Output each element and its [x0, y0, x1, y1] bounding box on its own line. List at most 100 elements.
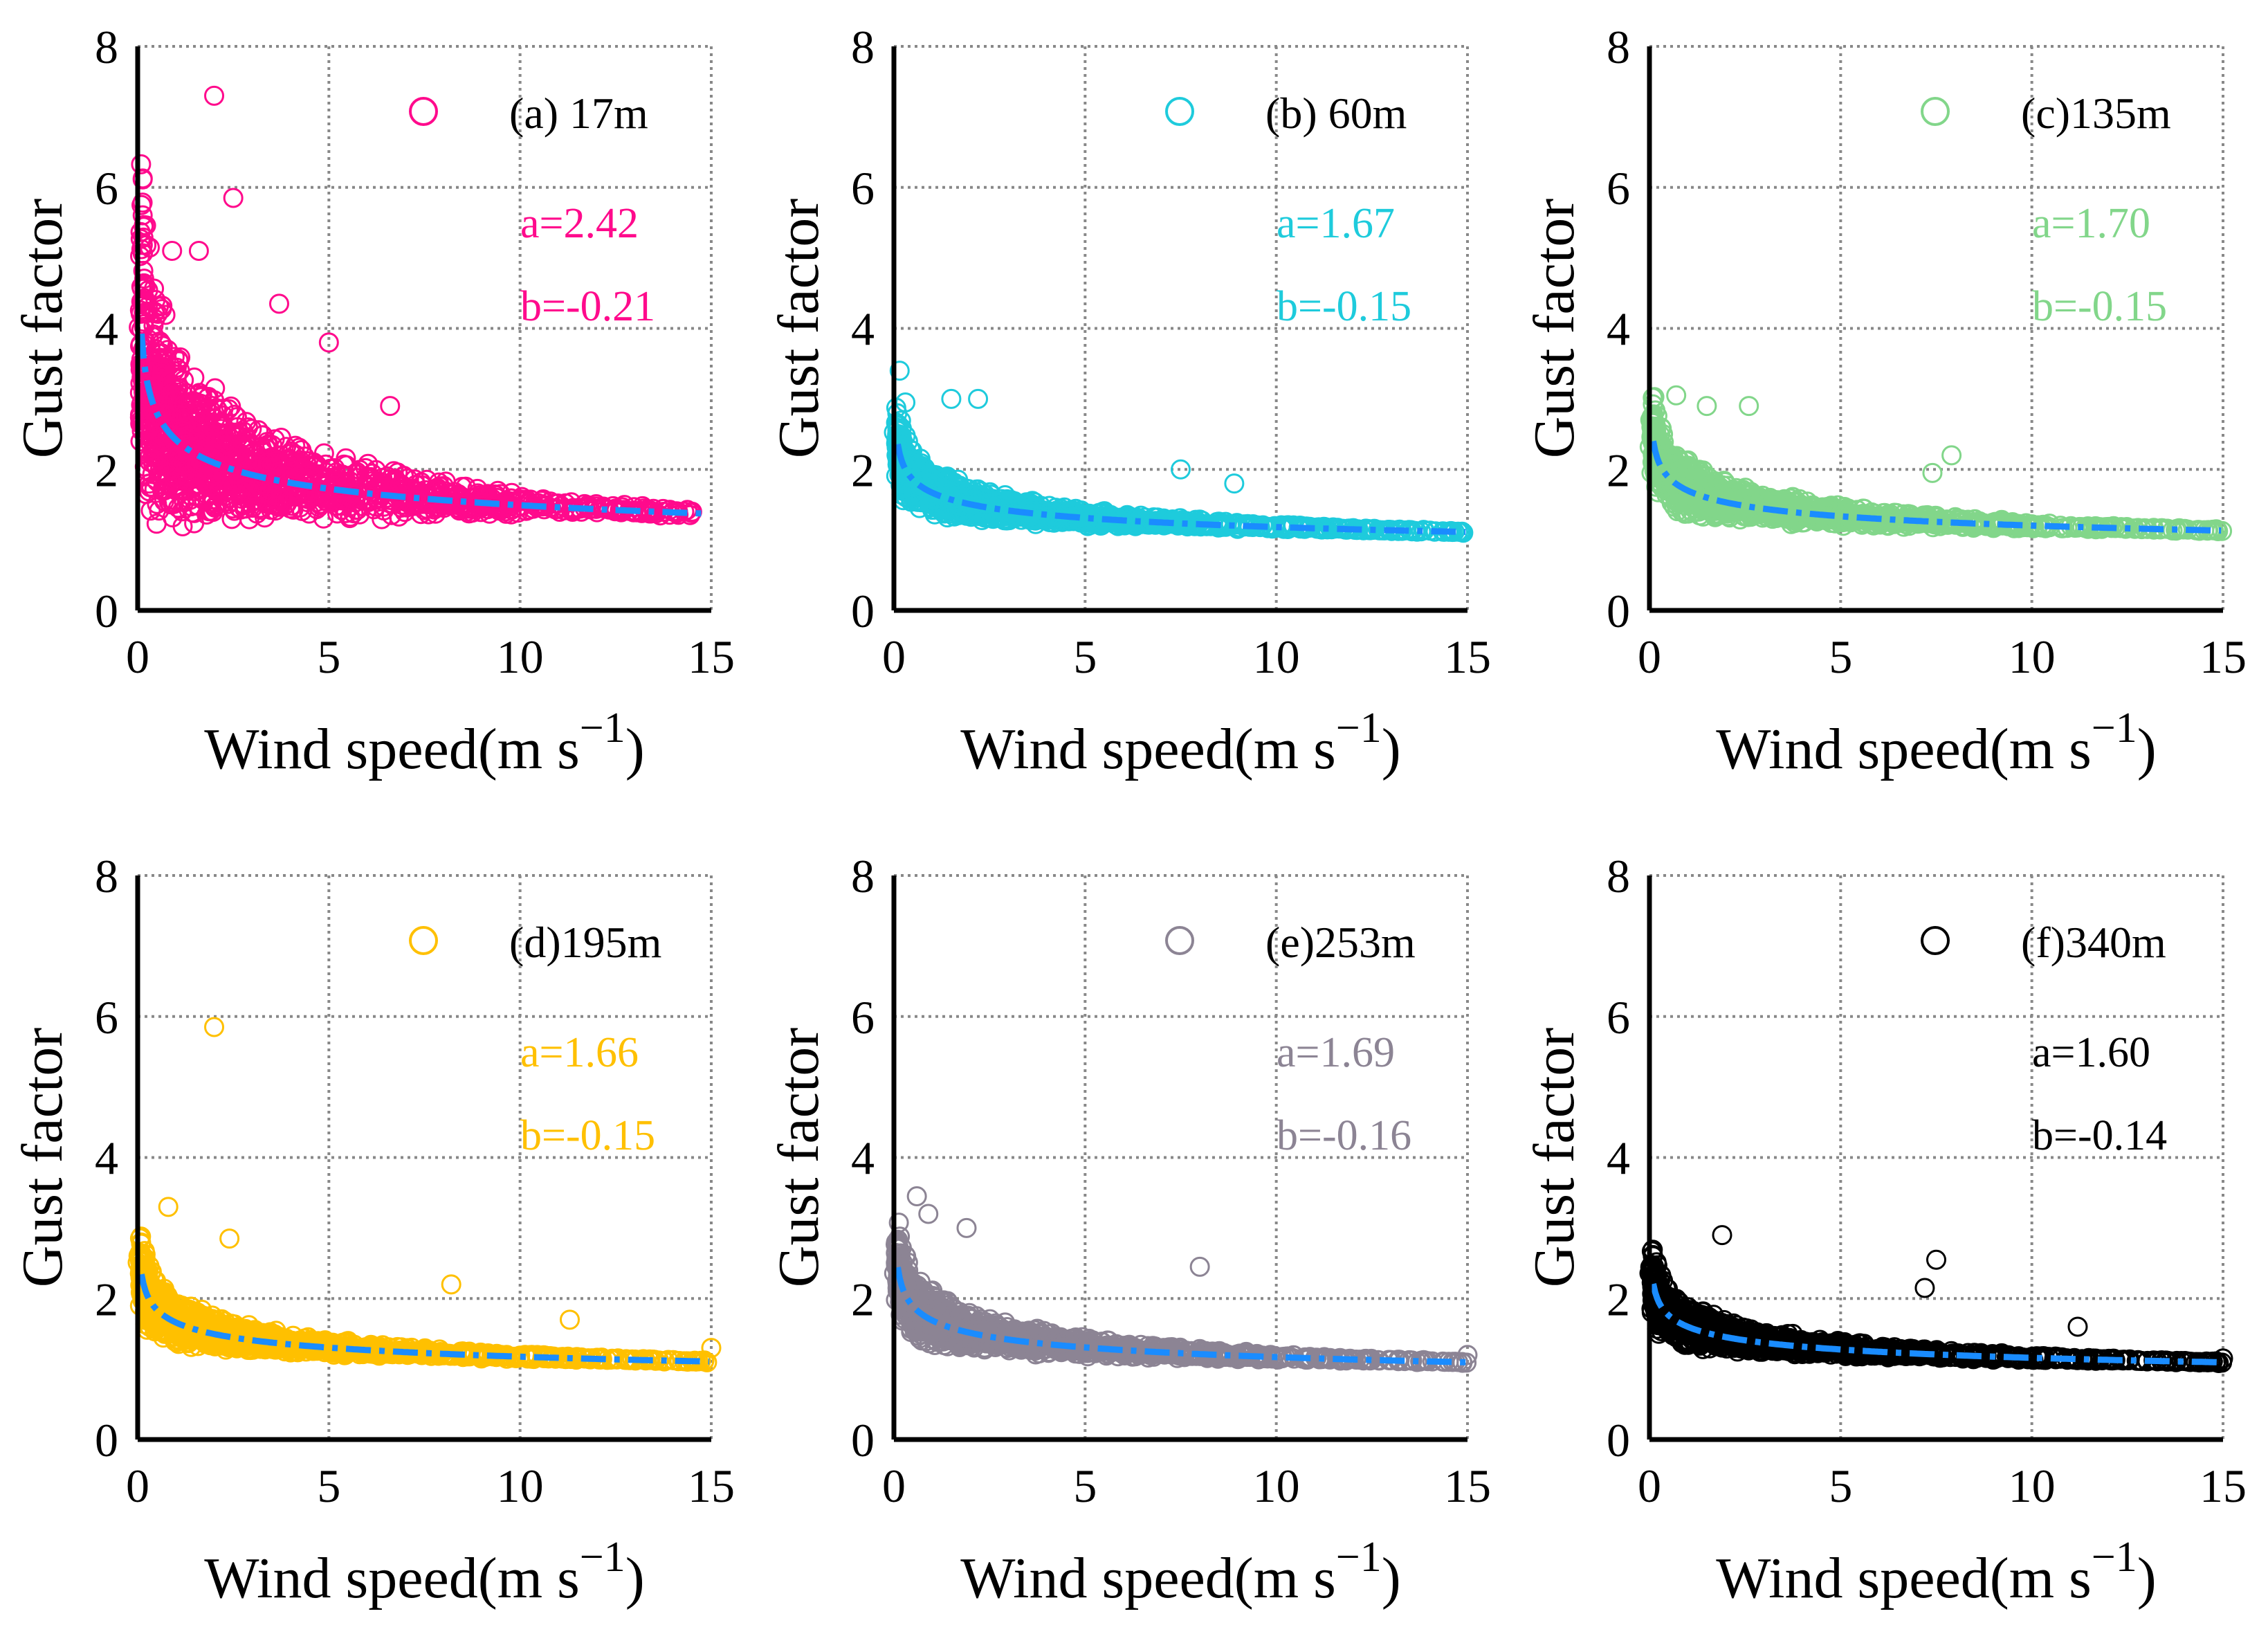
- data-point: [168, 350, 189, 370]
- data-point: [271, 489, 292, 509]
- y-tick-label: 8: [851, 21, 875, 73]
- fit-param-a: a=1.70: [2032, 200, 2150, 247]
- y-axis-label: Gust factor: [1522, 199, 1586, 459]
- x-tick-label: 15: [1444, 630, 1491, 683]
- data-point: [140, 426, 161, 446]
- data-point: [161, 374, 182, 394]
- data-point-outlier: [268, 293, 289, 314]
- data-point-outlier: [204, 85, 225, 106]
- data-point: [134, 311, 154, 332]
- data-point: [491, 500, 512, 520]
- x-axis-label: Wind speed(m s−1): [1716, 705, 2156, 781]
- legend-label: (c)135m: [2021, 89, 2171, 138]
- data-point: [166, 476, 187, 497]
- fit-param-b: b=-0.15: [2032, 283, 2167, 330]
- data-point: [154, 491, 174, 511]
- data-point: [172, 516, 193, 536]
- y-tick-label: 0: [851, 585, 875, 637]
- data-point: [315, 475, 336, 496]
- x-tick-label: 0: [1638, 630, 1661, 683]
- data-point: [199, 473, 219, 493]
- data-point: [391, 490, 412, 511]
- data-point: [383, 461, 404, 482]
- data-point-outlier: [941, 388, 962, 409]
- data-point: [250, 479, 271, 500]
- data-point: [444, 482, 465, 502]
- data-point: [394, 502, 415, 523]
- x-tick-label: 5: [1829, 630, 1852, 683]
- data-point-outlier: [131, 194, 152, 215]
- y-tick-label: 2: [1607, 444, 1630, 496]
- data-point: [188, 415, 209, 435]
- x-tick-label: 10: [1253, 630, 1300, 683]
- data-point: [214, 464, 235, 484]
- y-tick-label: 0: [1607, 585, 1630, 637]
- data-point: [238, 450, 258, 471]
- fit-param-a: a=2.42: [520, 200, 639, 247]
- data-point-outlier: [1922, 462, 1943, 483]
- data-point: [358, 453, 378, 474]
- data-point: [208, 428, 228, 448]
- x-tick-label: 0: [882, 630, 906, 683]
- data-point: [273, 487, 294, 508]
- y-tick-label: 2: [851, 444, 875, 496]
- data-point-outlier: [1739, 396, 1759, 417]
- data-point: [253, 440, 273, 461]
- legend-label: (a) 17m: [509, 89, 648, 138]
- data-point: [167, 467, 188, 487]
- data-point: [176, 417, 196, 437]
- data-point: [276, 466, 297, 487]
- scatter-points: [884, 361, 1474, 543]
- x-tick-label: 5: [317, 630, 340, 683]
- data-point: [140, 452, 161, 472]
- data-point: [221, 396, 241, 417]
- y-tick-label: 6: [1607, 162, 1630, 215]
- data-point: [385, 469, 405, 489]
- data-point: [131, 154, 152, 174]
- data-point-outlier: [188, 240, 209, 261]
- data-point: [132, 205, 153, 226]
- data-point: [132, 289, 153, 310]
- fit-param-a: a=1.67: [1277, 200, 1395, 247]
- data-point-outlier: [1224, 473, 1245, 494]
- data-point: [511, 491, 531, 511]
- data-point: [234, 498, 255, 519]
- data-point-outlier: [380, 396, 401, 417]
- data-point: [261, 500, 282, 520]
- y-axis-label: Gust factor: [10, 199, 75, 459]
- y-tick-label: 2: [95, 444, 118, 496]
- y-tick-label: 8: [95, 21, 118, 73]
- x-axis-label: Wind speed(m s−1): [960, 705, 1400, 781]
- data-point: [207, 399, 228, 419]
- data-point-outlier: [1666, 385, 1687, 406]
- fit-param-b: b=-0.21: [520, 283, 655, 330]
- data-point: [168, 446, 189, 467]
- y-tick-label: 4: [95, 303, 118, 356]
- x-axis-label: Wind speed(m s−1): [204, 705, 644, 781]
- y-tick-label: 8: [1607, 21, 1630, 73]
- data-point: [333, 454, 354, 475]
- y-tick-label: 6: [851, 162, 875, 215]
- data-point: [230, 473, 251, 493]
- data-point: [151, 333, 172, 354]
- legend-label: (b) 60m: [1265, 89, 1407, 138]
- x-tick-label: 0: [126, 630, 149, 683]
- y-axis-label: Gust factor: [767, 199, 831, 459]
- data-point: [351, 496, 372, 516]
- y-tick-label: 4: [851, 303, 875, 356]
- data-point: [146, 514, 167, 534]
- y-tick-label: 6: [95, 162, 118, 215]
- data-point: [186, 455, 207, 476]
- data-point: [347, 500, 368, 520]
- data-point: [237, 429, 257, 450]
- y-tick-label: 0: [95, 585, 118, 637]
- data-point-outlier: [162, 240, 183, 261]
- x-tick-label: 10: [497, 630, 544, 683]
- data-point-outlier: [1941, 445, 1962, 466]
- y-tick-label: 4: [1607, 303, 1630, 356]
